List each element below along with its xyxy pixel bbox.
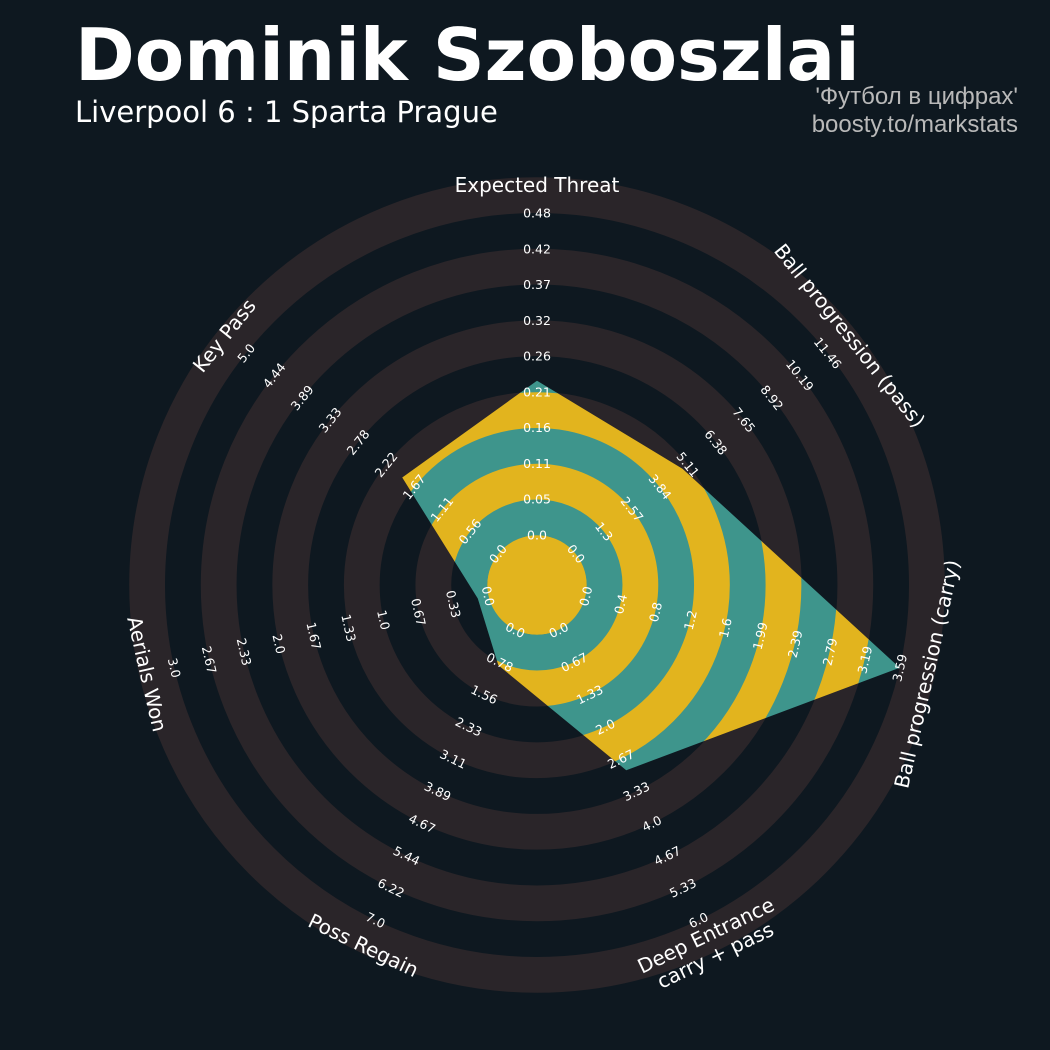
tick-label: 3.19 bbox=[854, 645, 875, 676]
ring-band bbox=[129, 177, 945, 993]
tick-label: 1.0 bbox=[374, 609, 393, 632]
tick-label: 0.8 bbox=[646, 601, 665, 624]
credit-line-2: boosty.to/markstats bbox=[812, 111, 1018, 138]
tick-label: 2.67 bbox=[199, 645, 220, 675]
tick-label: 0.37 bbox=[523, 277, 551, 292]
tick-label: 2.0 bbox=[269, 633, 288, 656]
tick-label: 2.39 bbox=[785, 629, 806, 660]
tick-label: 0.21 bbox=[523, 384, 551, 399]
param-label: Expected Threat bbox=[455, 173, 620, 197]
radar-shape-band bbox=[402, 380, 802, 771]
tick-label: 1.2 bbox=[681, 609, 700, 632]
tick-label: 0.32 bbox=[523, 313, 551, 328]
ring-band bbox=[200, 248, 874, 922]
radar-center-disc bbox=[487, 535, 587, 635]
tick-label: 0.0 bbox=[527, 528, 547, 543]
tick-label: 3.59 bbox=[889, 653, 910, 684]
tick-label: 1.6 bbox=[716, 617, 735, 640]
tick-label: 0.48 bbox=[523, 206, 551, 221]
tick-label: 0.42 bbox=[523, 241, 551, 256]
player-name-title: Dominik Szoboszlai bbox=[75, 13, 860, 97]
tick-label: 0.26 bbox=[523, 349, 551, 364]
tick-label: 2.79 bbox=[820, 637, 841, 668]
match-subtitle: Liverpool 6 : 1 Sparta Prague bbox=[75, 95, 498, 129]
tick-label: 0.0 bbox=[576, 585, 595, 608]
tick-label: 3.0 bbox=[165, 656, 184, 679]
tick-label: 1.67 bbox=[303, 621, 324, 651]
tick-label: 1.99 bbox=[750, 621, 771, 652]
tick-label: 2.33 bbox=[234, 637, 255, 667]
radar-shape-band bbox=[402, 380, 767, 771]
credit-line-1: 'Футбол в цифрах' bbox=[815, 83, 1018, 110]
tick-label: 0.67 bbox=[408, 597, 429, 627]
tick-label: 0.05 bbox=[523, 492, 551, 507]
tick-label: 0.11 bbox=[523, 456, 551, 471]
tick-label: 0.16 bbox=[523, 420, 551, 435]
tick-label: 0.0 bbox=[479, 585, 498, 608]
tick-label: 0.4 bbox=[611, 593, 630, 616]
tick-label: 1.33 bbox=[338, 613, 359, 643]
tick-label: 0.33 bbox=[443, 589, 464, 619]
